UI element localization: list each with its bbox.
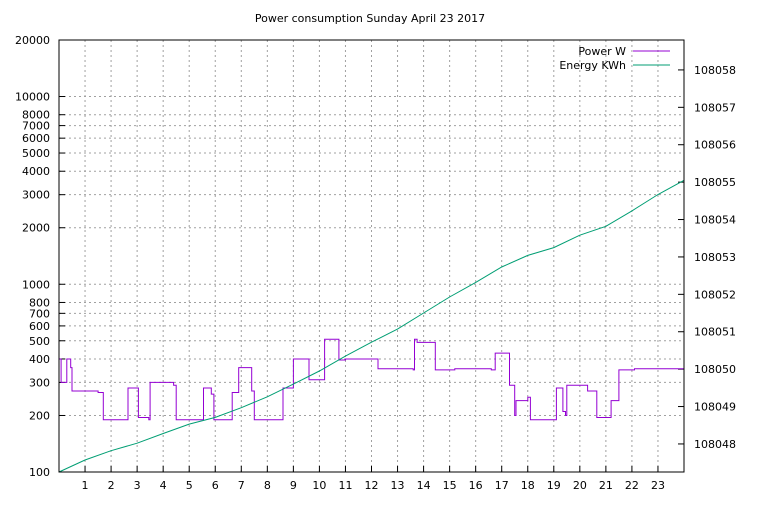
x-tick-label: 9: [290, 479, 297, 492]
x-tick-label: 4: [160, 479, 167, 492]
x-tick-label: 13: [391, 479, 405, 492]
y-left-tick-label: 700: [29, 307, 50, 320]
series-line-energy-kwh: [58, 179, 685, 473]
axis-ticks: 1 2 3 4 5 6 7 8 9 10 11 12 13 14 15 16 17 18 19 20 21 22 23100…: [15, 34, 736, 492]
x-tick-label: 11: [338, 479, 352, 492]
y-left-tick-label: 4000: [22, 165, 50, 178]
y-left-tick-label: 500: [29, 335, 50, 348]
y-left-tick-label: 600: [29, 320, 50, 333]
grid-lines: [59, 40, 684, 472]
y-right-tick-label: 108049: [694, 401, 736, 414]
chart-title: Power consumption Sunday April 23 2017: [255, 12, 485, 25]
y-left-tick-label: 8000: [22, 109, 50, 122]
x-tick-label: 2: [108, 479, 115, 492]
legend-label: Energy KWh: [559, 59, 626, 72]
x-tick-label: 12: [365, 479, 379, 492]
series-lines: [58, 179, 685, 473]
y-right-tick-label: 108057: [694, 101, 736, 114]
y-left-tick-label: 2000: [22, 222, 50, 235]
y-right-tick-label: 108052: [694, 288, 736, 301]
x-tick-label: 20: [573, 479, 587, 492]
y-left-tick-label: 6000: [22, 132, 50, 145]
x-tick-label: 23: [651, 479, 665, 492]
y-right-tick-label: 108051: [694, 326, 736, 339]
y-left-tick-label: 7000: [22, 120, 50, 133]
y-left-tick-label: 400: [29, 353, 50, 366]
x-tick-label: 7: [238, 479, 245, 492]
x-tick-label: 19: [547, 479, 561, 492]
y-right-tick-label: 108053: [694, 251, 736, 264]
y-right-tick-label: 108050: [694, 363, 736, 376]
y-right-tick-label: 108048: [694, 438, 736, 451]
y-left-tick-label: 3000: [22, 189, 50, 202]
y-left-tick-label: 5000: [22, 147, 50, 160]
x-tick-label: 16: [469, 479, 483, 492]
y-right-tick-label: 108055: [694, 176, 736, 189]
legend-label: Power W: [578, 45, 626, 58]
y-left-tick-label: 100: [29, 466, 50, 479]
y-right-tick-label: 108058: [694, 64, 736, 77]
plot-frame: [58, 39, 685, 473]
x-tick-label: 8: [264, 479, 271, 492]
x-tick-label: 10: [312, 479, 326, 492]
x-tick-label: 21: [599, 479, 613, 492]
x-tick-label: 15: [443, 479, 457, 492]
y-right-tick-label: 108054: [694, 214, 736, 227]
x-tick-label: 22: [625, 479, 639, 492]
y-left-tick-label: 200: [29, 409, 50, 422]
y-left-tick-label: 800: [29, 296, 50, 309]
y-left-tick-label: 20000: [15, 34, 50, 47]
y-right-tick-label: 108056: [694, 139, 736, 152]
x-tick-label: 1: [82, 479, 89, 492]
x-tick-label: 5: [186, 479, 193, 492]
x-tick-label: 6: [212, 479, 219, 492]
y-left-tick-label: 10000: [15, 91, 50, 104]
x-tick-label: 17: [495, 479, 509, 492]
x-tick-label: 3: [134, 479, 141, 492]
y-left-tick-label: 1000: [22, 278, 50, 291]
x-tick-label: 18: [521, 479, 535, 492]
y-left-tick-label: 300: [29, 376, 50, 389]
x-tick-label: 14: [417, 479, 431, 492]
